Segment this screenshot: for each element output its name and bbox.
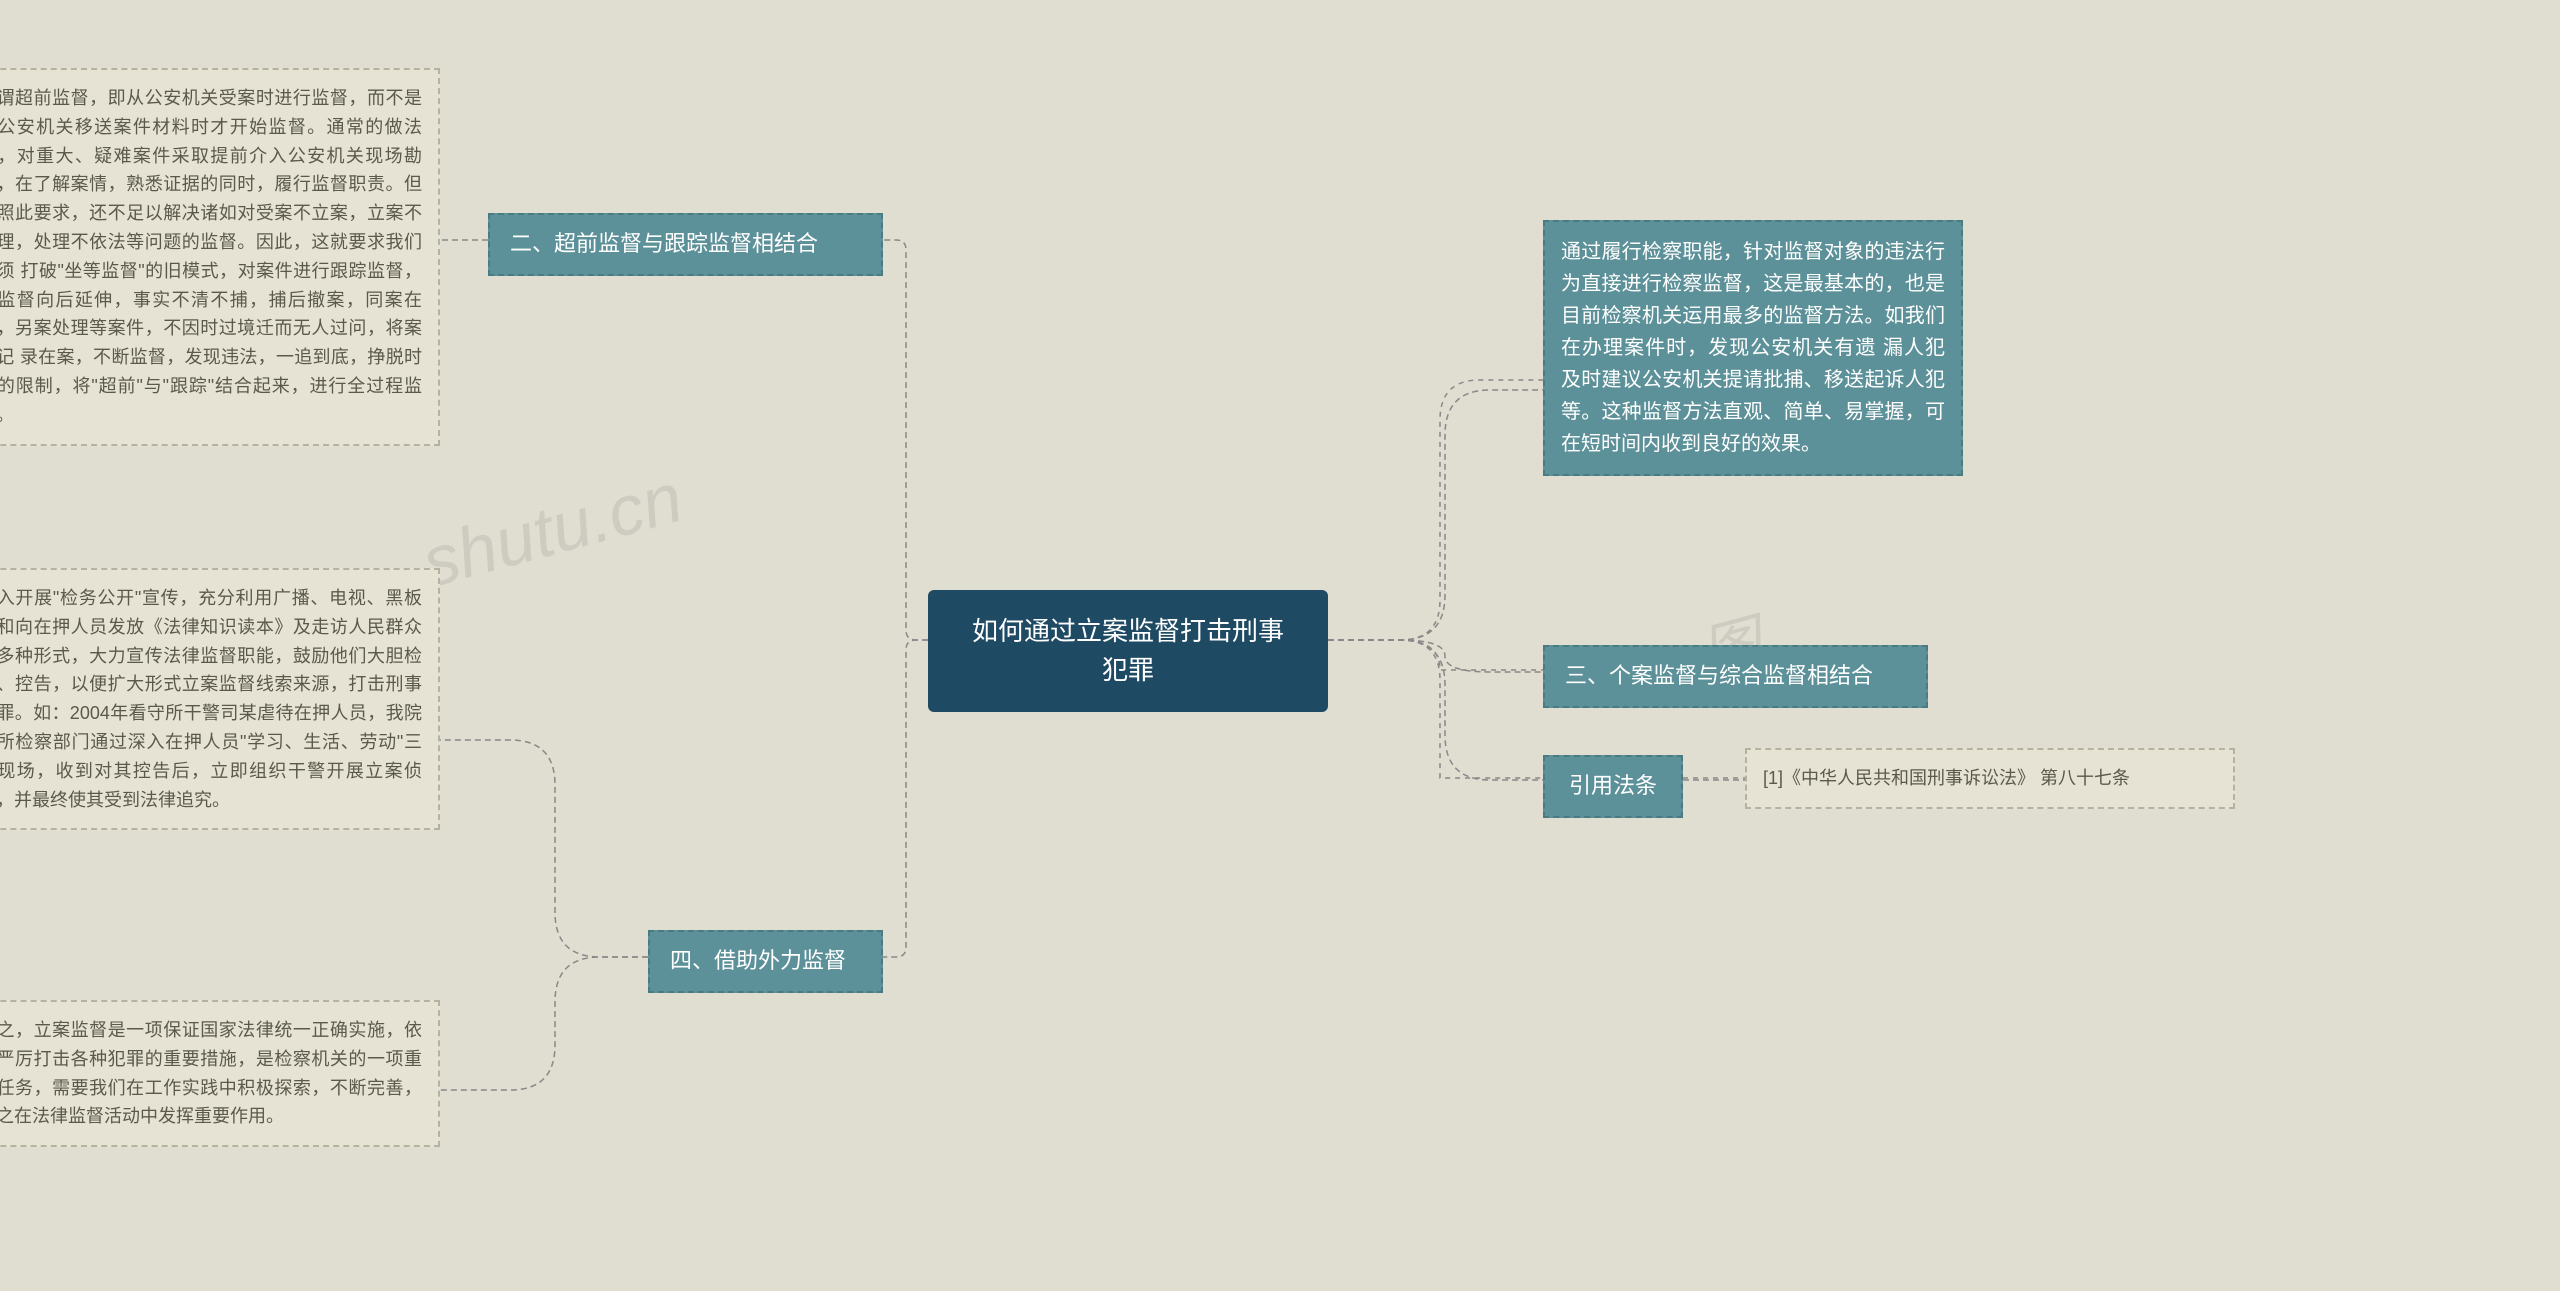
branch-4: 四、借助外力监督 <box>648 930 883 993</box>
center-node: 如何通过立案监督打击刑事犯罪 <box>928 590 1328 712</box>
citation-text: [1]《中华人民共和国刑事诉讼法》 第八十七条 <box>1763 768 2130 788</box>
branch-3-label: 三、个案监督与综合监督相结合 <box>1565 663 1873 688</box>
leaf-2: 所谓超前监督，即从公安机关受案时进行监督，而不是等公安机关移送案件材料时才开始监… <box>0 68 440 446</box>
center-title: 如何通过立案监督打击刑事犯罪 <box>972 616 1284 685</box>
leaf-2-text: 所谓超前监督，即从公安机关受案时进行监督，而不是等公安机关移送案件材料时才开始监… <box>0 88 422 425</box>
right-leaf-1: 通过履行检察职能，针对监督对象的违法行为直接进行检察监督，这是最基本的，也是目前… <box>1543 220 1963 476</box>
citation-label: 引用法条 <box>1569 773 1657 798</box>
leaf-4a: 深入开展"检务公开"宣传，充分利用广播、电视、黑板报和向在押人员发放《法律知识读… <box>0 568 440 830</box>
branch-2: 二、超前监督与跟踪监督相结合 <box>488 213 883 276</box>
leaf-4b: 总之，立案监督是一项保证国家法律统一正确实施，依法严厉打击各种犯罪的重要措施，是… <box>0 1000 440 1147</box>
right-leaf-1-text: 通过履行检察职能，针对监督对象的违法行为直接进行检察监督，这是最基本的，也是目前… <box>1561 241 1945 455</box>
citation-leaf: [1]《中华人民共和国刑事诉讼法》 第八十七条 <box>1745 748 2235 809</box>
branch-2-label: 二、超前监督与跟踪监督相结合 <box>510 231 818 256</box>
branch-3: 三、个案监督与综合监督相结合 <box>1543 645 1928 708</box>
branch-4-label: 四、借助外力监督 <box>670 948 846 973</box>
watermark-1: shutu.cn <box>414 457 690 603</box>
leaf-4b-text: 总之，立案监督是一项保证国家法律统一正确实施，依法严厉打击各种犯罪的重要措施，是… <box>0 1020 422 1126</box>
citation-branch: 引用法条 <box>1543 755 1683 818</box>
leaf-4a-text: 深入开展"检务公开"宣传，充分利用广播、电视、黑板报和向在押人员发放《法律知识读… <box>0 588 422 810</box>
